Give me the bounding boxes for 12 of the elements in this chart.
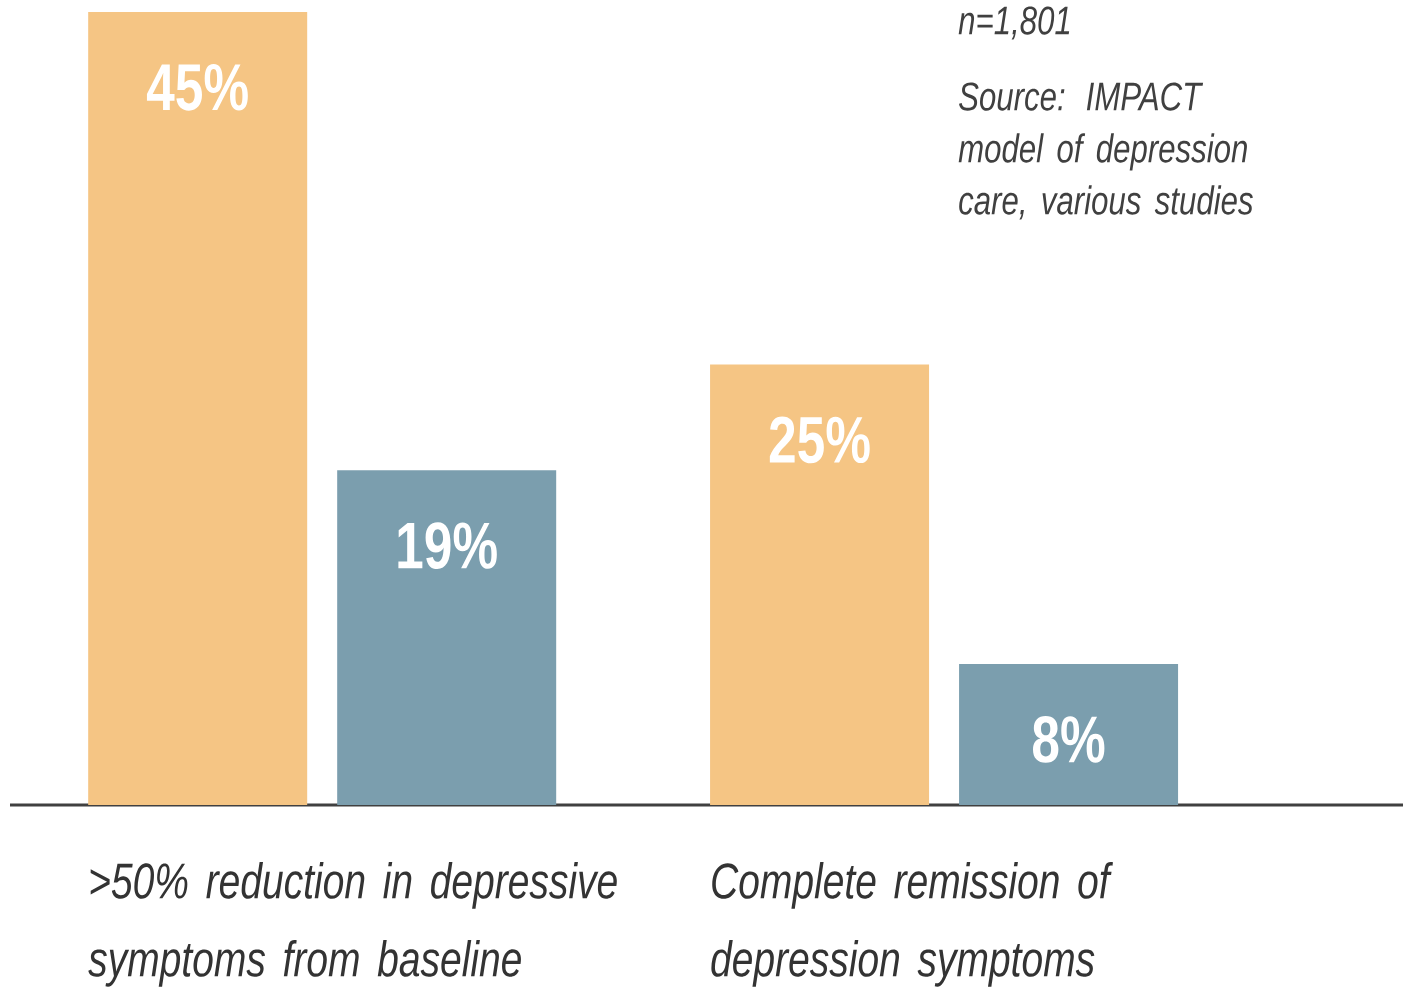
data-label: 45% [146, 64, 248, 111]
bar [88, 11, 308, 805]
annotation: n=1,801 [958, 6, 1070, 40]
data-label: 25% [769, 416, 870, 464]
data-label: 8% [1033, 716, 1105, 763]
bar [710, 364, 930, 805]
bar [337, 470, 557, 805]
bar [959, 664, 1179, 805]
x-tick-label: Complete remission of depression symptoms [711, 862, 1113, 987]
x-tick-label: >50% reduction in depressive symptoms from baseline [88, 862, 617, 987]
data-label: 19% [398, 522, 497, 569]
annotation: Source: IMPACT model of depression care, various studies [958, 82, 1253, 220]
